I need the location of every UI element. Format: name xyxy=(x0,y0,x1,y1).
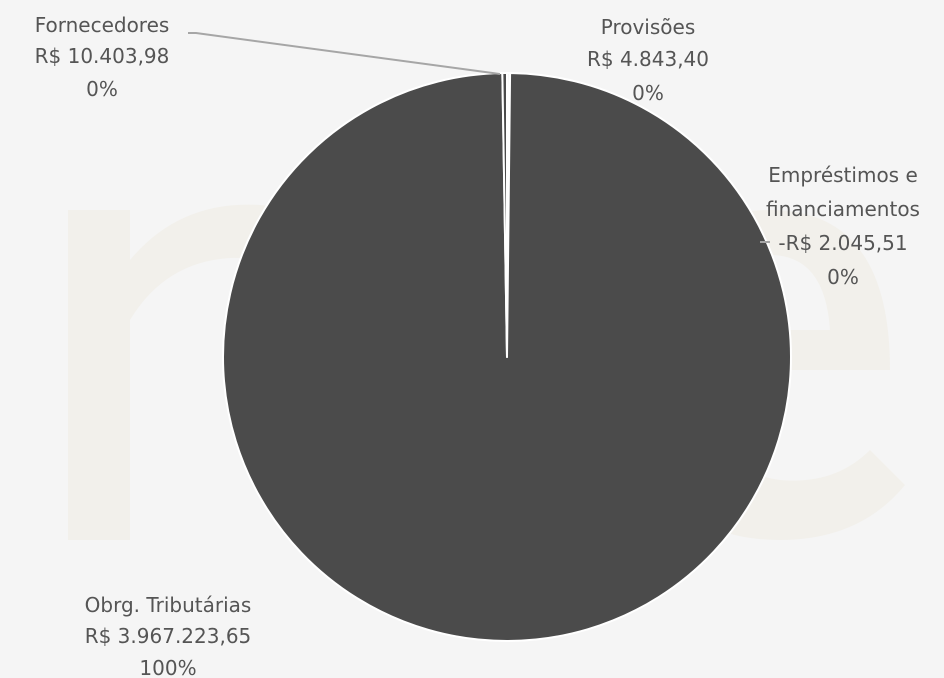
label-obrg-tributarias-value: R$ 3.967.223,65 xyxy=(85,624,252,648)
label-provisoes-percent: 0% xyxy=(632,81,664,105)
label-provisoes-name: Provisões xyxy=(601,15,696,39)
watermark-letter-n xyxy=(68,204,350,540)
pie-slices xyxy=(222,72,792,642)
label-emprestimos: Empréstimos e financiamentos -R$ 2.045,5… xyxy=(766,163,920,289)
pie-slice-fornecedores xyxy=(501,72,508,358)
label-provisoes-value: R$ 4.843,40 xyxy=(587,47,709,71)
label-emprestimos-value: -R$ 2.045,51 xyxy=(778,231,907,255)
label-emprestimos-name-line2: financiamentos xyxy=(766,197,920,221)
leader-line-fornecedores xyxy=(188,32,501,75)
label-fornecedores-name: Fornecedores xyxy=(35,13,170,37)
label-obrg-tributarias-percent: 100% xyxy=(139,656,196,678)
label-fornecedores-value: R$ 10.403,98 xyxy=(35,44,170,68)
label-obrg-tributarias-name: Obrg. Tributárias xyxy=(85,593,252,617)
label-emprestimos-name-line1: Empréstimos e xyxy=(768,163,918,187)
label-obrg-tributarias: Obrg. Tributárias R$ 3.967.223,65 100% xyxy=(85,593,252,678)
label-provisoes: Provisões R$ 4.843,40 0% xyxy=(587,15,709,105)
label-fornecedores-percent: 0% xyxy=(86,77,118,101)
label-emprestimos-percent: 0% xyxy=(827,265,859,289)
label-fornecedores: Fornecedores R$ 10.403,98 0% xyxy=(35,13,170,101)
